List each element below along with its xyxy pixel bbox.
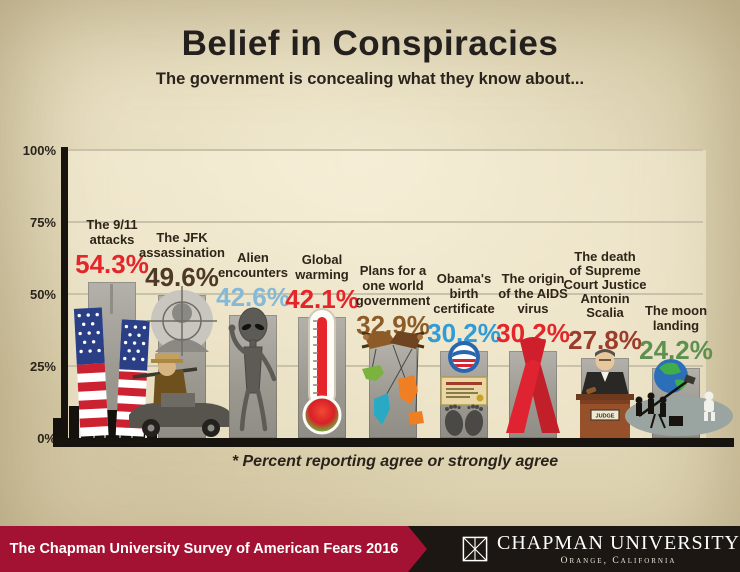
south-america-shape bbox=[374, 393, 390, 425]
y-tick-100: 100% bbox=[22, 143, 56, 158]
bar-label: Alien encounters bbox=[217, 250, 289, 280]
bar-value: 42.6% bbox=[216, 282, 290, 312]
chapman-window-logo-icon bbox=[462, 536, 488, 562]
y-tick-75: 75% bbox=[29, 215, 56, 230]
gridline-50 bbox=[67, 293, 703, 295]
podium: JUDGE bbox=[576, 394, 634, 438]
puppet-world-map-icon bbox=[361, 331, 425, 425]
judge-plaque-label: JUDGE bbox=[596, 414, 615, 420]
alien-icon bbox=[228, 307, 277, 432]
bar-value: 54.3% bbox=[75, 249, 149, 279]
crosshair-sniper-icon bbox=[129, 286, 233, 437]
bar-group-global-warming: Global warming 42.1% bbox=[257, 0, 387, 448]
bar-label: Plans for a one world government bbox=[355, 263, 431, 308]
bar-label: The moon landing bbox=[644, 303, 708, 333]
bar-label: The 9/11 attacks bbox=[86, 217, 138, 247]
judge-podium-icon: JUDGE bbox=[576, 349, 634, 438]
gridline-100 bbox=[67, 149, 703, 151]
bar-label: The origin of the AIDS virus bbox=[498, 271, 568, 316]
university-location: Orange, California bbox=[560, 556, 677, 566]
y-tick-0: 0% bbox=[37, 431, 56, 446]
car-silhouette bbox=[129, 393, 233, 437]
puppeteer-hands bbox=[361, 331, 425, 349]
survey-title: The Chapman University Survey of America… bbox=[9, 541, 399, 557]
bar-label: The JFK assassination bbox=[139, 230, 225, 260]
bar-label: Obama's birth certificate bbox=[433, 271, 495, 316]
university-name-block: CHAPMAN UNIVERSITY Orange, California bbox=[497, 532, 740, 566]
flag-tower-left bbox=[73, 307, 109, 437]
gridline-75 bbox=[67, 221, 703, 223]
header: Belief in Conspiracies The government is… bbox=[0, 24, 740, 89]
baby-feet bbox=[444, 404, 484, 436]
bar-group-aids-virus: The origin of the AIDS virus 30.2% bbox=[468, 0, 598, 448]
bar-label: Global warming bbox=[295, 252, 349, 282]
university-name: CHAPMAN UNIVERSITY bbox=[496, 532, 740, 554]
y-axis-line bbox=[61, 147, 68, 442]
africa-shape bbox=[398, 375, 418, 405]
page-subtitle: The government is concealing what they k… bbox=[155, 70, 585, 88]
y-tick-50: 50% bbox=[29, 287, 56, 302]
chart-footnote: * Percent reporting agree or strongly ag… bbox=[231, 453, 559, 470]
obama-logo-certificate-icon bbox=[440, 341, 488, 436]
astronaut bbox=[704, 391, 715, 421]
bar-group-jfk-assassination: The JFK assassination 49.6% bbox=[117, 0, 247, 448]
university-brand: CHAPMAN UNIVERSITY Orange, California bbox=[462, 526, 740, 572]
page-title: Belief in Conspiracies bbox=[181, 24, 559, 63]
moon-film-set-icon bbox=[625, 359, 733, 436]
thermometer-icon bbox=[302, 308, 342, 435]
bar-label: The death of Supreme Court Justice Anton… bbox=[563, 249, 647, 320]
bar-group-alien-encounters: Alien encounters 42.6% bbox=[188, 0, 318, 448]
footer-banner-ribbon: The Chapman University Survey of America… bbox=[0, 526, 427, 572]
bar-group-obama-birth-certificate: Obama's birth certificate 30.2% bbox=[399, 0, 529, 448]
film-crew bbox=[635, 392, 683, 429]
y-tick-25: 25% bbox=[29, 359, 56, 374]
bar-group-moon-landing: The moon landing 24.2% bbox=[611, 0, 740, 448]
x-axis-baseline bbox=[53, 438, 734, 447]
red-ribbon-icon bbox=[506, 337, 560, 433]
bar-group-scalia-death: The death of Supreme Court Justice Anton… bbox=[540, 0, 670, 448]
north-america-shape bbox=[362, 365, 384, 381]
bar-group-one-world-government: Plans for a one world government 32.9% bbox=[328, 0, 458, 448]
birth-certificate-paper bbox=[440, 376, 488, 406]
australia-shape bbox=[408, 411, 424, 425]
